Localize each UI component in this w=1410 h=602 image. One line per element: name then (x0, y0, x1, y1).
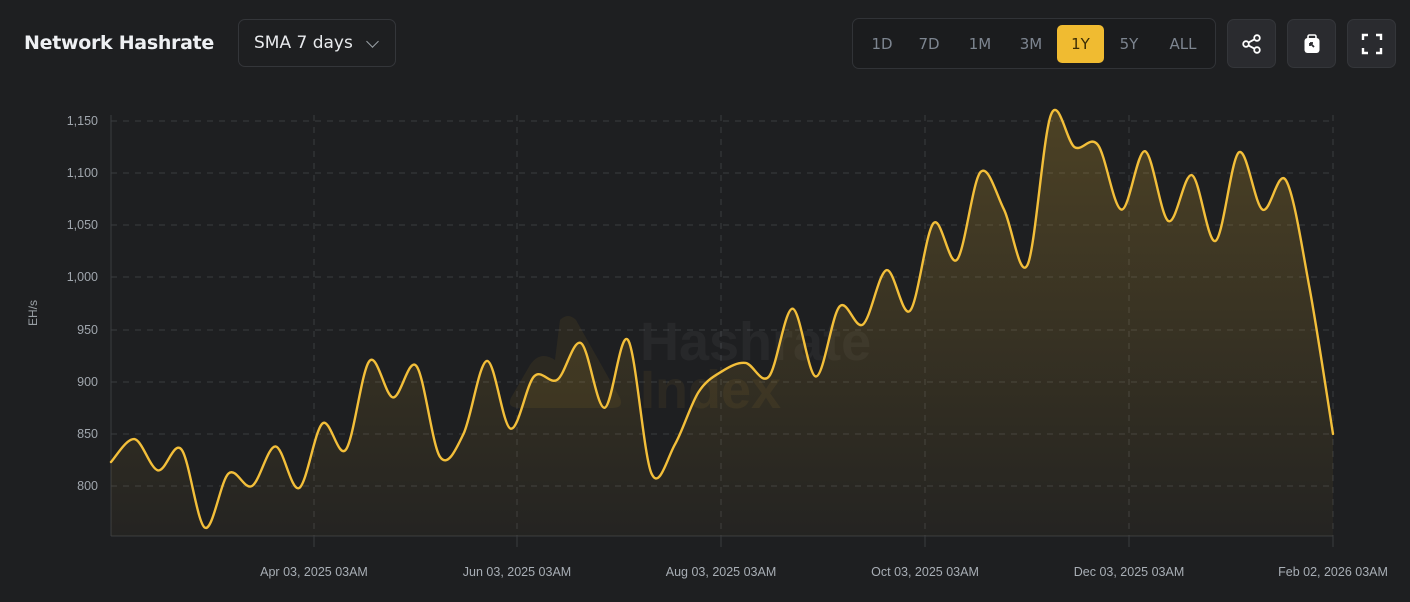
hashrate-area (111, 109, 1333, 536)
clipboard-icon (1304, 33, 1319, 53)
copy-button[interactable] (1287, 19, 1336, 68)
y-tick: 1,100 (66, 166, 98, 180)
y-tick: 850 (77, 427, 98, 441)
y-tick: 800 (77, 479, 98, 493)
range-1d-button[interactable]: 1D (871, 35, 893, 53)
x-tick: Jun 03, 2025 03AM (462, 565, 572, 579)
y-tick: 1,050 (66, 218, 98, 232)
share-icon (1241, 33, 1261, 54)
hashrate-line (109, 109, 1335, 529)
y-tick: 1,000 (66, 270, 98, 284)
range-7d-button[interactable]: 7D (918, 35, 940, 53)
smoothing-value: SMA 7 days (254, 33, 353, 53)
time-range-selector: 1D 7D 1M 3M 1Y 5Y ALL (852, 18, 1216, 69)
page-title: Network Hashrate (24, 32, 215, 54)
fullscreen-button[interactable] (1347, 19, 1396, 68)
y-tick: 1,150 (66, 114, 98, 128)
range-1m-button[interactable]: 1M (968, 35, 992, 53)
x-tick: Dec 03, 2025 03AM (1073, 565, 1185, 579)
range-all-button[interactable]: ALL (1169, 35, 1197, 53)
x-tick: Oct 03, 2025 03AM (871, 565, 979, 579)
x-tick: Apr 03, 2025 03AM (260, 565, 368, 579)
range-1y-button[interactable]: 1Y (1057, 25, 1104, 63)
smoothing-select[interactable]: SMA 7 days (238, 19, 396, 67)
y-tick: 950 (77, 323, 98, 337)
range-3m-button[interactable]: 3M (1019, 35, 1043, 53)
share-button[interactable] (1227, 19, 1276, 68)
range-5y-button[interactable]: 5Y (1119, 35, 1139, 53)
x-tick: Aug 03, 2025 03AM (665, 565, 777, 579)
fullscreen-icon (1361, 33, 1382, 54)
x-tick: Feb 02, 2026 03AM (1278, 565, 1388, 579)
y-tick: 900 (77, 375, 98, 389)
